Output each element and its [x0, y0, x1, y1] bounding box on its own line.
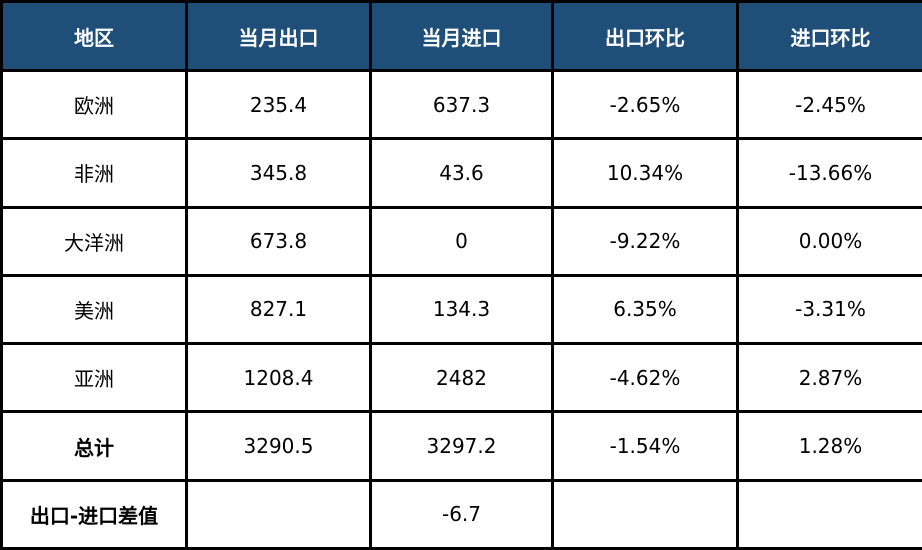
table-row: 总计 3290.5 3297.2 -1.54% 1.28%: [0, 410, 922, 482]
header-cell: 地区: [0, 0, 188, 72]
table-cell: [185, 478, 372, 550]
table-cell: 134.3: [369, 273, 554, 346]
table-cell: [736, 478, 922, 550]
table-cell: 673.8: [185, 205, 372, 277]
table-cell: 大洋洲: [0, 205, 188, 277]
table-cell: 2.87%: [736, 342, 922, 414]
table-cell: 6.35%: [551, 273, 739, 346]
table-row: 亚洲 1208.4 2482 -4.62% 2.87%: [0, 342, 922, 414]
table-cell: [551, 478, 739, 550]
table-cell: -9.22%: [551, 205, 739, 277]
header-row: 地区 当月出口 当月进口 出口环比 进口环比: [0, 0, 922, 72]
table-cell: -6.7: [369, 478, 554, 550]
table-cell: 1.28%: [736, 410, 922, 482]
table-body: 欧洲 235.4 637.3 -2.65% -2.45% 非洲 345.8 43.6 10.34…: [0, 68, 922, 550]
table-cell: 出口-进口差值: [0, 478, 188, 550]
table-cell: 非洲: [0, 137, 188, 209]
table-cell: -1.54%: [551, 410, 739, 482]
header-cell: 当月进口: [369, 0, 554, 72]
table-cell: 亚洲: [0, 342, 188, 414]
table-cell: -13.66%: [736, 137, 922, 209]
table-row: 非洲 345.8 43.6 10.34% -13.66%: [0, 137, 922, 209]
table-cell: 637.3: [369, 68, 554, 141]
table-row: 欧洲 235.4 637.3 -2.65% -2.45%: [0, 68, 922, 141]
table-header: 地区 当月出口 当月进口 出口环比 进口环比: [0, 0, 922, 72]
table-cell: 总计: [0, 410, 188, 482]
table-cell: -2.65%: [551, 68, 739, 141]
table-cell: 3290.5: [185, 410, 372, 482]
table-cell: -3.31%: [736, 273, 922, 346]
table-row: 大洋洲 673.8 0 -9.22% 0.00%: [0, 205, 922, 277]
table-cell: 欧洲: [0, 68, 188, 141]
header-cell: 当月出口: [185, 0, 372, 72]
table-cell: 1208.4: [185, 342, 372, 414]
table-cell: 2482: [369, 342, 554, 414]
header-cell: 出口环比: [551, 0, 739, 72]
table-cell: 美洲: [0, 273, 188, 346]
header-cell: 进口环比: [736, 0, 922, 72]
table-cell: 235.4: [185, 68, 372, 141]
table-cell: 0: [369, 205, 554, 277]
table-row: 美洲 827.1 134.3 6.35% -3.31%: [0, 273, 922, 346]
table-cell: 43.6: [369, 137, 554, 209]
table-cell: 3297.2: [369, 410, 554, 482]
table-row: 出口-进口差值 -6.7: [0, 478, 922, 550]
table-cell: 345.8: [185, 137, 372, 209]
table-cell: -2.45%: [736, 68, 922, 141]
table-cell: -4.62%: [551, 342, 739, 414]
table-cell: 827.1: [185, 273, 372, 346]
table-cell: 0.00%: [736, 205, 922, 277]
table-cell: 10.34%: [551, 137, 739, 209]
